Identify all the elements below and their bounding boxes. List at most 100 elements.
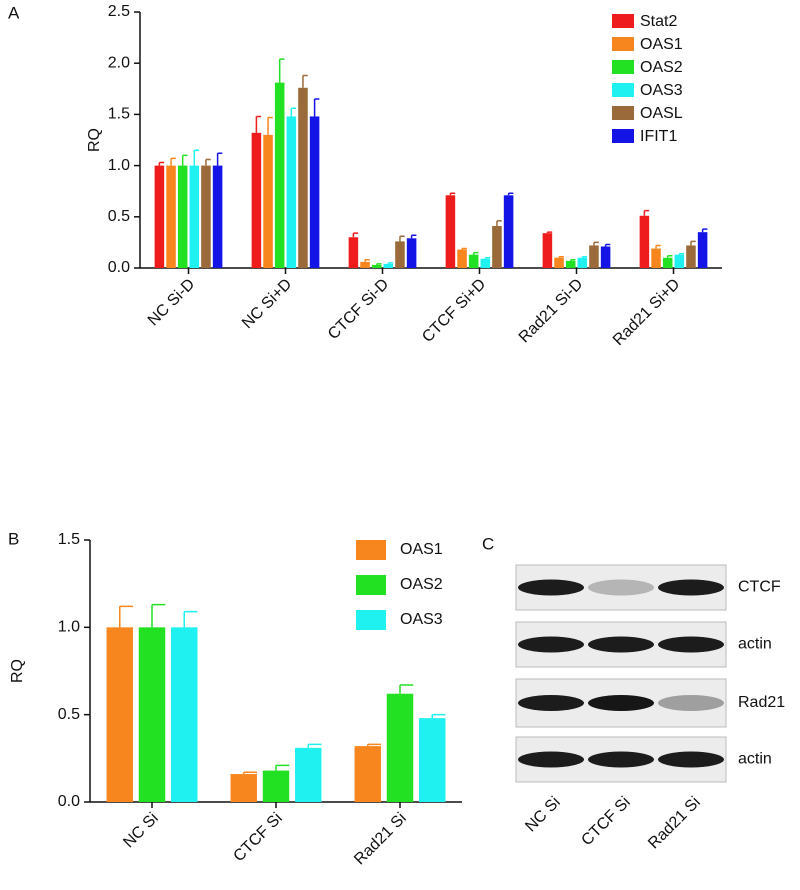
y-tick-label: 1.0 [108,157,130,174]
legend-swatch [612,60,634,74]
legend-swatch [612,37,634,51]
error-bar [375,263,382,265]
y-tick-label: 2.0 [108,54,130,71]
error-bar [158,161,165,166]
legend-label: OAS3 [400,611,443,628]
error-bar [678,252,685,255]
error-bar [431,713,446,719]
error-bar [267,116,273,135]
bar [166,165,176,268]
bar [298,87,308,268]
bar [445,195,456,268]
error-bar [205,158,211,166]
bar [674,254,685,268]
legend-swatch [356,540,386,560]
blot-lane-label: Rad21 Si [645,794,704,853]
error-bar [461,247,467,250]
error-bar [410,234,417,239]
error-bar [183,610,198,628]
error-bar [307,743,322,748]
error-bar [496,220,502,227]
bar [295,747,322,802]
bar [395,241,405,268]
error-bar [690,240,696,246]
bar [274,82,285,268]
bar [171,627,198,802]
bar [419,718,446,802]
bar [492,226,502,268]
bar [686,245,696,268]
legend-swatch [612,129,634,143]
error-bar [701,228,708,233]
x-tick-label: Rad21 Si [351,810,410,869]
bar [286,116,297,268]
bar [565,260,576,268]
error-bar [655,244,661,249]
blot-band [588,636,654,653]
blot-row-label: Rad21 [738,694,785,711]
error-bar [181,154,188,166]
bar [106,627,133,802]
x-tick-label: CTCF Si-D [325,276,392,343]
error-bar [581,255,588,258]
y-tick-label: 2.5 [108,3,130,20]
blot-lane-label: CTCF Si [578,794,633,849]
bar [230,774,257,802]
blot-band [588,579,654,596]
bar [542,233,553,268]
error-bar [399,235,405,242]
legend-label: OAS2 [640,59,683,76]
blot-band [588,695,654,711]
bar [263,134,273,268]
bar [554,257,564,268]
error-bar [364,259,370,262]
blot-band [588,751,654,768]
bar [480,258,491,268]
blot-band [518,751,584,768]
error-bar [216,152,223,166]
legend-swatch [612,14,634,28]
legend-label: OAS1 [640,36,683,53]
bar [262,770,290,802]
panel-label: C [482,534,494,553]
blot-row-label: CTCF [738,579,781,596]
blot-band [518,636,584,653]
bar [138,627,166,802]
bar [354,746,381,802]
y-tick-label: 1.5 [58,531,80,548]
blot-row-label: actin [738,751,772,768]
bar [697,232,708,268]
error-bar [507,192,514,196]
bar [177,165,188,268]
error-bar [302,74,308,88]
y-tick-label: 1.0 [58,619,80,636]
error-bar [569,259,576,261]
x-tick-label: NC Si [120,810,162,852]
error-bar [275,764,290,771]
bar [251,132,262,268]
error-bar [472,251,479,255]
legend-swatch [612,106,634,120]
bar [386,693,414,802]
y-tick-label: 0.0 [108,259,130,276]
bar [600,246,611,268]
bar [589,245,599,268]
bar [503,195,514,268]
panel-label: B [8,529,19,548]
legend-swatch [612,83,634,97]
bar [468,254,479,268]
legend-label: OAS2 [400,576,443,593]
error-bar [170,157,176,166]
x-tick-label: CTCF Si [230,810,285,865]
y-axis-label: RQ [9,659,26,683]
bar [383,263,394,268]
error-bar [666,254,673,258]
y-tick-label: 0.0 [58,793,80,810]
legend-label: OAS3 [640,82,683,99]
blot-band [518,579,584,596]
y-axis-label: RQ [86,128,103,152]
x-tick-label: Rad21 Si-D [516,276,587,347]
error-bar [643,209,650,216]
bar [662,257,673,268]
bar [348,237,359,268]
